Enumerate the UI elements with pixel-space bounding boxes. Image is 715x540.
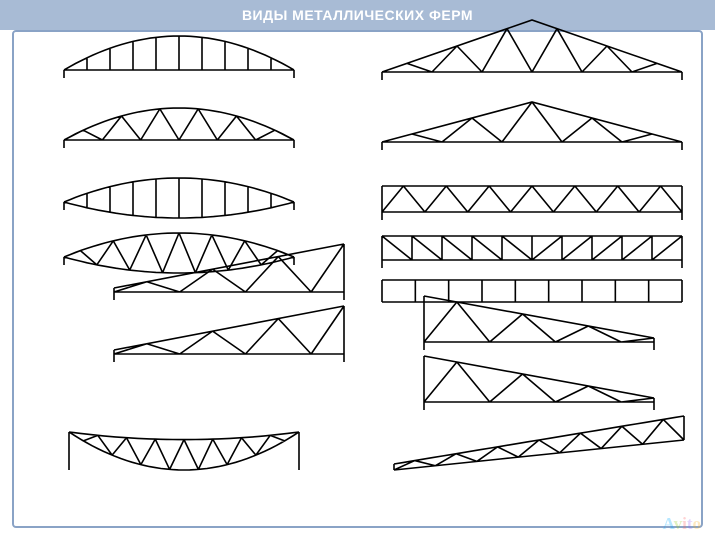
diagram-canvas xyxy=(14,32,701,526)
truss-arch-deck-bottom xyxy=(64,372,304,492)
avito-watermark: Avito xyxy=(663,514,701,534)
truss-curved-parallel xyxy=(389,410,689,530)
